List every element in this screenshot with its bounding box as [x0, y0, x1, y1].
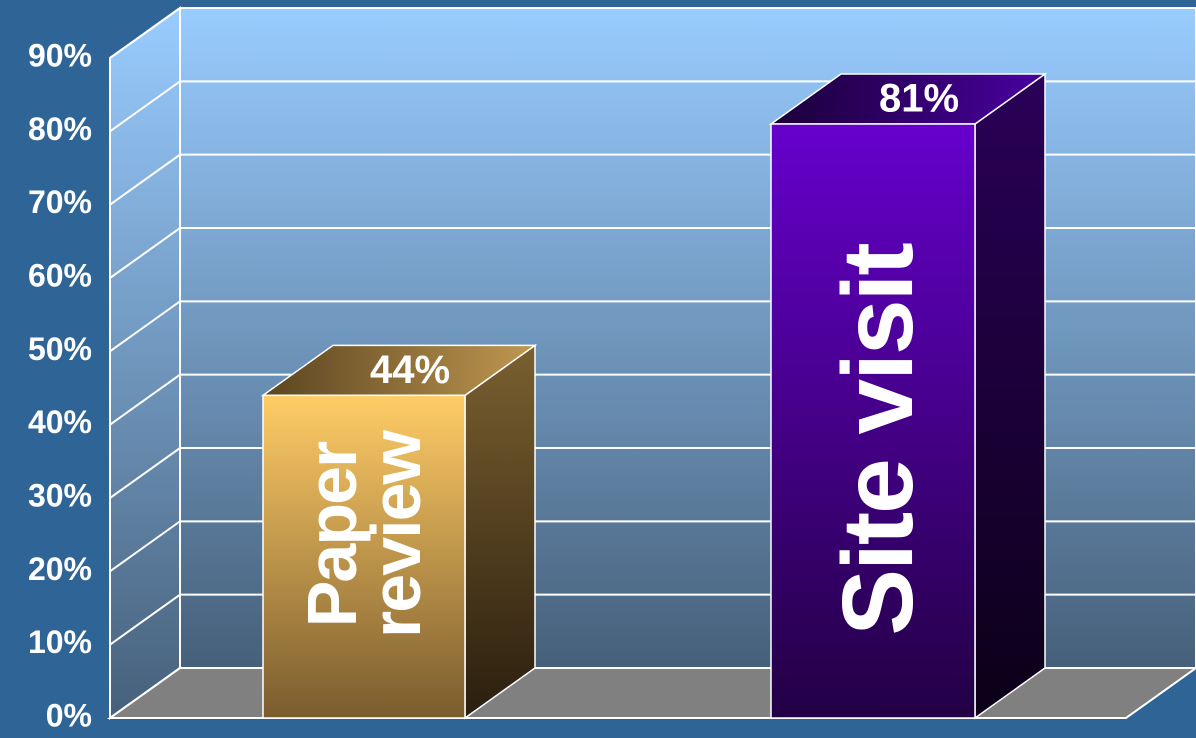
y-tick-label: 70%	[28, 184, 92, 220]
bar	[770, 123, 976, 719]
y-tick-label: 80%	[28, 111, 92, 147]
y-tick-label: 50%	[28, 331, 92, 367]
grid-line	[109, 7, 1196, 59]
y-tick-label: 90%	[28, 37, 92, 73]
category-label: Paper review	[292, 432, 435, 638]
y-tick-label: 20%	[28, 551, 92, 587]
y-tick-label: 40%	[28, 404, 92, 440]
side-wall	[109, 6, 181, 720]
category-label: Site visit	[822, 244, 934, 636]
bar-side	[974, 72, 1046, 720]
bar-side	[464, 343, 536, 720]
y-tick-label: 10%	[28, 624, 92, 660]
value-label: 81%	[879, 77, 959, 121]
category-label-box: Site visit	[822, 244, 934, 636]
y-tick-label: 0%	[46, 697, 92, 733]
y-tick-label: 30%	[28, 477, 92, 513]
category-label-box: Paper review	[292, 432, 435, 638]
bar	[262, 394, 466, 719]
y-tick-label: 60%	[28, 257, 92, 293]
value-label: 44%	[370, 348, 450, 392]
